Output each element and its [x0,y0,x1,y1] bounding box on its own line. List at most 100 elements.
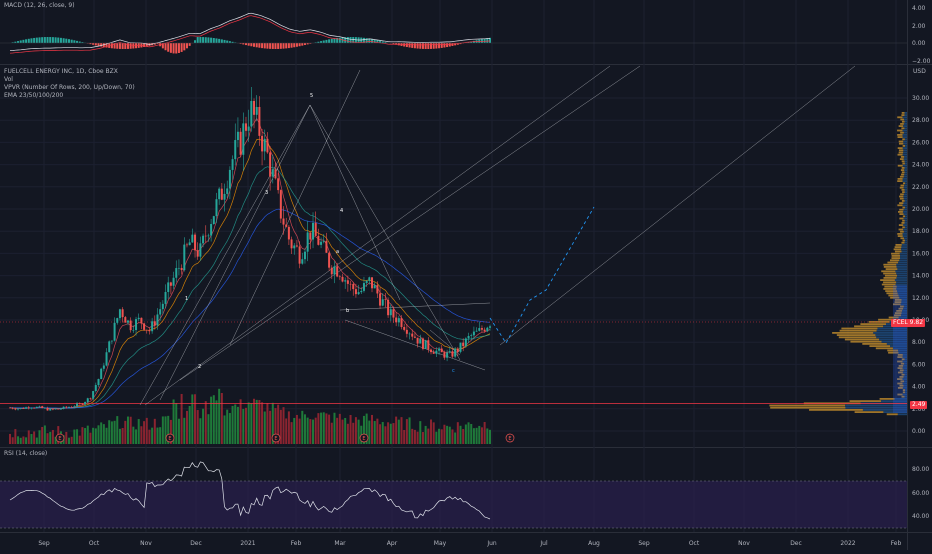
macd-histogram-bar [443,43,445,48]
candle-body [116,318,118,323]
candle-body [210,224,212,236]
macd-histogram-bar [224,40,226,43]
volume-bar [368,421,370,444]
volume-bar [103,424,105,444]
vpvr-up-bar [880,279,895,281]
macd-histogram-bar [250,43,252,46]
volume-bar [119,429,121,444]
candle-body [253,101,255,115]
candle-body [143,323,145,329]
last-price-badge: FCEL 9.82 [891,319,925,327]
macd-tick-label: 0.00 [912,40,926,47]
vpvr-down-bar [903,152,907,154]
macd-histogram-bar [339,38,341,43]
earnings-marker-label: E [362,436,365,442]
candle-body [411,334,413,337]
candle-body [156,314,158,325]
vpvr-down-bar [904,193,907,195]
volume-bar [296,415,298,444]
macd-histogram-bar [183,43,185,50]
macd-histogram-bar [194,40,196,43]
vpvr-up-bar [898,136,903,138]
vpvr-up-bar [900,132,904,134]
volume-bar [250,404,252,444]
vpvr-up-bar [902,163,905,165]
wave-label: 1 [185,296,188,302]
macd-histogram-bar [422,43,424,49]
macd-histogram-bar [165,43,167,50]
candle-body [342,277,344,282]
macd-histogram-bar [293,43,295,47]
macd-histogram-bar [116,43,118,49]
price-tick-label: 22.00 [912,184,929,191]
volume-bar [486,428,488,444]
volume-bar [186,411,188,444]
vpvr-down-bar [904,209,907,211]
macd-histogram-bar [323,40,325,43]
macd-histogram-bar [288,43,290,48]
vpvr-down-bar [903,224,907,226]
vpvr-down-bar [903,125,907,127]
candle-body [146,330,148,331]
volume-bar [124,421,126,444]
macd-histogram-bar [47,37,49,43]
macd-histogram-bar [274,43,276,49]
volume-bar [269,411,271,444]
volume-bar [226,410,228,444]
time-tick-label: Aug [588,540,600,547]
macd-histogram-bar [65,39,67,43]
vpvr-up-bar [809,409,863,411]
macd-histogram-bar [283,43,285,49]
volume-bar [108,420,110,444]
vpvr-up-bar [899,141,904,143]
vpvr-up-bar [862,343,887,345]
volume-bar [38,430,40,444]
candle-body [63,407,65,409]
vpvr-up-bar [850,341,881,343]
price-tick-label: 14.00 [912,273,929,280]
volume-bar [427,429,429,444]
macd-histogram-bar [38,37,40,43]
vpvr-up-bar [902,167,905,169]
candle-body [462,343,464,346]
vpvr-up-bar [901,169,904,171]
candle-body [347,280,349,284]
candle-body [178,268,180,269]
volume-bar [288,411,290,444]
macd-histogram-bar [132,43,134,49]
vpvr-down-bar [898,262,907,264]
vpvr-up-bar [897,204,902,206]
volume-bar [44,425,46,444]
volume-bar [130,417,132,444]
vpvr-down-bar [905,145,907,147]
macd-histogram-bar [215,38,217,43]
vpvr-up-bar [898,235,903,237]
vpvr-down-bar [904,187,907,189]
candle-body [465,338,467,346]
volume-bar [81,427,83,444]
vpvr-up-bar [899,152,904,154]
candle-body [454,349,456,357]
volume-bar [406,419,408,444]
volume-bar [76,429,78,444]
vpvr-down-bar [905,200,907,202]
vpvr-up-bar [898,147,903,149]
candle-body [205,236,207,237]
macd-title: MACD (12, 26, close, 9) [4,2,75,10]
price-tick-label: 8.00 [912,339,926,346]
volume-bar [376,419,378,444]
macd-tick-label: 4.00 [912,5,926,12]
vpvr-up-bar [901,222,904,224]
wave-label: 2 [198,364,201,370]
candle-body [17,409,19,410]
volume-bar [358,420,360,444]
vpvr-down-bar [903,116,907,118]
volume-bar [127,417,129,444]
price-tick-label: 28.00 [912,117,929,124]
candle-body [92,391,94,399]
candle-body [65,407,67,408]
volume-bar [425,426,427,444]
volume-bar [352,423,354,444]
